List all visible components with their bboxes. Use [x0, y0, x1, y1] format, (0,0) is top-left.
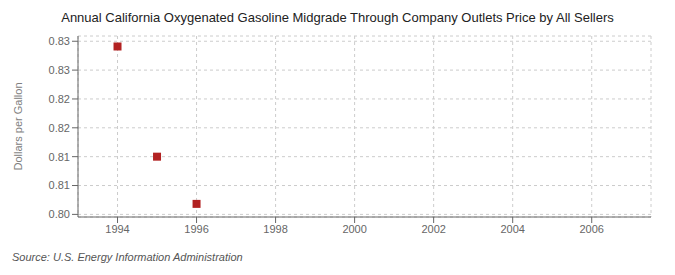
svg-text:0.82: 0.82 — [49, 93, 70, 105]
svg-text:0.83: 0.83 — [49, 64, 70, 76]
svg-text:2000: 2000 — [342, 223, 366, 235]
svg-text:1994: 1994 — [105, 223, 129, 235]
svg-text:0.82: 0.82 — [49, 122, 70, 134]
svg-text:2006: 2006 — [579, 223, 603, 235]
svg-text:0.83: 0.83 — [49, 35, 70, 47]
svg-text:0.81: 0.81 — [49, 151, 70, 163]
svg-text:2004: 2004 — [500, 223, 524, 235]
svg-text:2002: 2002 — [421, 223, 445, 235]
html-text:Annual California Oxygenated G: Annual California Oxygenated Gasoline Mi… — [61, 10, 614, 25]
svg-text:1996: 1996 — [184, 223, 208, 235]
svg-text:0.80: 0.80 — [49, 208, 70, 220]
svg-text:0.81: 0.81 — [49, 179, 70, 191]
html-text:Source: U.S. Energy Informatio: Source: U.S. Energy Information Administ… — [12, 251, 243, 263]
svg-text:Dollars per Gallon: Dollars per Gallon — [12, 82, 24, 170]
svg-text:1998: 1998 — [263, 223, 287, 235]
